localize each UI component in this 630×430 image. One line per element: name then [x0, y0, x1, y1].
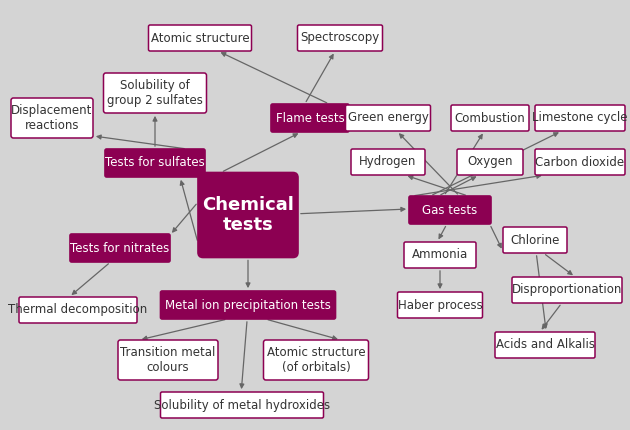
Text: Ammonia: Ammonia: [412, 249, 468, 261]
Text: Gas tests: Gas tests: [422, 203, 478, 216]
FancyBboxPatch shape: [409, 196, 491, 224]
Text: Hydrogen: Hydrogen: [359, 156, 416, 169]
Text: Metal ion precipitation tests: Metal ion precipitation tests: [165, 298, 331, 311]
Text: Displacement
reactions: Displacement reactions: [11, 104, 93, 132]
FancyBboxPatch shape: [503, 227, 567, 253]
Text: Transition metal
colours: Transition metal colours: [120, 346, 215, 374]
FancyBboxPatch shape: [457, 149, 523, 175]
FancyBboxPatch shape: [512, 277, 622, 303]
FancyBboxPatch shape: [297, 25, 382, 51]
FancyBboxPatch shape: [398, 292, 483, 318]
FancyBboxPatch shape: [118, 340, 218, 380]
FancyBboxPatch shape: [105, 149, 205, 177]
FancyBboxPatch shape: [19, 297, 137, 323]
FancyBboxPatch shape: [535, 105, 625, 131]
FancyBboxPatch shape: [70, 234, 170, 262]
FancyBboxPatch shape: [198, 172, 298, 258]
Text: Oxygen: Oxygen: [467, 156, 513, 169]
FancyBboxPatch shape: [404, 242, 476, 268]
Text: Disproportionation: Disproportionation: [512, 283, 622, 297]
Text: Chlorine: Chlorine: [510, 233, 559, 246]
Text: Green energy: Green energy: [348, 111, 428, 125]
FancyBboxPatch shape: [535, 149, 625, 175]
FancyBboxPatch shape: [149, 25, 251, 51]
Text: Haber process: Haber process: [398, 298, 483, 311]
Text: Acids and Alkalis: Acids and Alkalis: [496, 338, 595, 351]
FancyBboxPatch shape: [161, 291, 336, 319]
FancyBboxPatch shape: [351, 149, 425, 175]
Text: Tests for sulfates: Tests for sulfates: [105, 157, 205, 169]
FancyBboxPatch shape: [495, 332, 595, 358]
Text: Tests for nitrates: Tests for nitrates: [71, 242, 169, 255]
Text: Atomic structure
(of orbitals): Atomic structure (of orbitals): [266, 346, 365, 374]
Text: Chemical
tests: Chemical tests: [202, 196, 294, 234]
Text: Combustion: Combustion: [455, 111, 525, 125]
Text: Carbon dioxide: Carbon dioxide: [536, 156, 624, 169]
FancyBboxPatch shape: [345, 105, 430, 131]
FancyBboxPatch shape: [451, 105, 529, 131]
FancyBboxPatch shape: [263, 340, 369, 380]
FancyBboxPatch shape: [103, 73, 207, 113]
Text: Atomic structure: Atomic structure: [151, 31, 249, 44]
Text: Spectroscopy: Spectroscopy: [301, 31, 380, 44]
FancyBboxPatch shape: [271, 104, 349, 132]
Text: Flame tests: Flame tests: [276, 111, 345, 125]
Text: Solubility of metal hydroxides: Solubility of metal hydroxides: [154, 399, 330, 412]
Text: Thermal decomposition: Thermal decomposition: [8, 304, 147, 316]
FancyBboxPatch shape: [11, 98, 93, 138]
Text: Limestone cycle: Limestone cycle: [532, 111, 627, 125]
Text: Solubility of
group 2 sulfates: Solubility of group 2 sulfates: [107, 79, 203, 107]
FancyBboxPatch shape: [161, 392, 323, 418]
